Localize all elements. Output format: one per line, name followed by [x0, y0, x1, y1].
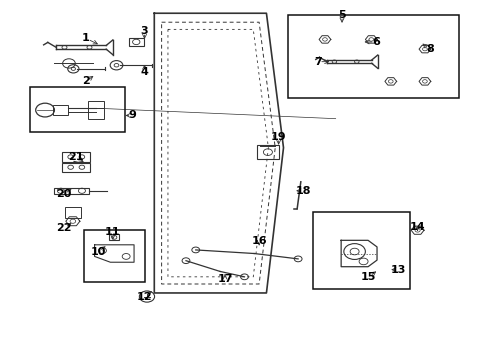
Text: 5: 5 [338, 10, 345, 20]
Text: 1: 1 [82, 33, 90, 43]
Bar [88, 102, 103, 119]
Text: 10: 10 [90, 247, 106, 257]
Text: 6: 6 [371, 37, 379, 47]
Bar [256, 145, 279, 159]
Text: 8: 8 [425, 44, 433, 54]
Text: 2: 2 [82, 76, 90, 86]
Text: 7: 7 [313, 57, 321, 67]
Bar [312, 212, 409, 289]
Bar [62, 163, 90, 172]
Bar [129, 38, 143, 46]
Text: 14: 14 [409, 222, 425, 231]
Text: 19: 19 [270, 132, 286, 142]
Text: 17: 17 [217, 274, 232, 284]
Text: 13: 13 [389, 265, 405, 275]
Text: 11: 11 [105, 227, 121, 237]
Bar [288, 15, 458, 98]
Text: 4: 4 [141, 67, 148, 77]
Bar [109, 234, 119, 240]
Bar [83, 230, 144, 282]
Text: 18: 18 [295, 186, 310, 196]
Text: 21: 21 [68, 152, 84, 162]
Text: 9: 9 [128, 111, 136, 121]
Text: 20: 20 [56, 189, 72, 199]
Bar [53, 105, 68, 115]
Bar [30, 87, 125, 132]
Text: 3: 3 [141, 26, 148, 36]
Text: 15: 15 [361, 272, 376, 282]
Bar [54, 188, 89, 194]
Bar [62, 152, 90, 162]
Text: 22: 22 [56, 224, 72, 233]
Text: 12: 12 [137, 292, 152, 302]
Bar [65, 207, 81, 218]
Text: 16: 16 [251, 236, 266, 246]
